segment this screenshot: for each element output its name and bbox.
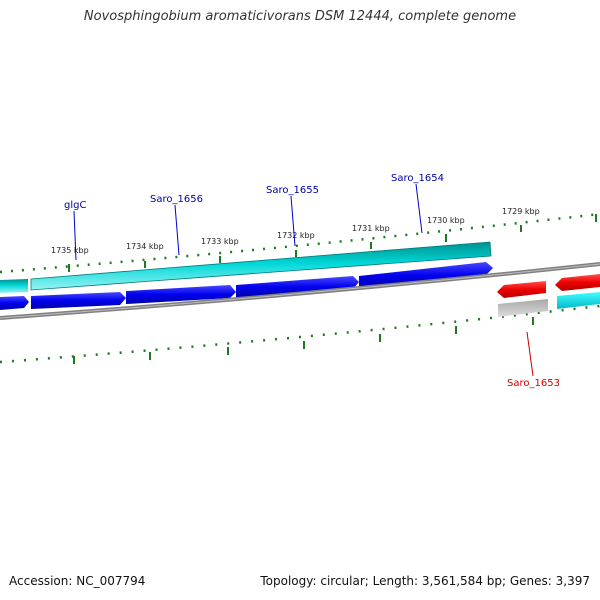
gene-feature[interactable] [498, 299, 548, 317]
outer-tick-ring [0, 212, 600, 274]
gene-labels: glgC Saro_1656 Saro_1655 Saro_1654 Saro_… [64, 173, 560, 389]
map-title: Novosphingobium aromaticivorans DSM 1244… [83, 9, 517, 24]
gene-arrow[interactable] [555, 274, 600, 291]
scale-labels: 1735 kbp 1734 kbp 1733 kbp 1732 kbp 1731… [51, 207, 540, 255]
scale-label: 1731 kbp [352, 224, 390, 233]
scale-label: 1734 kbp [126, 242, 164, 251]
gene-label-saro-1656[interactable]: Saro_1656 [150, 194, 203, 205]
inner-tick-ring [0, 304, 600, 364]
gene-arrow[interactable] [236, 276, 359, 298]
scale-label: 1732 kbp [277, 231, 315, 240]
scale-label: 1733 kbp [201, 237, 239, 246]
forward-gene-track [0, 262, 493, 310]
gene-arrow[interactable] [31, 292, 126, 309]
genome-summary: Topology: circular; Length: 3,561,584 bp… [260, 574, 590, 588]
cds-band [0, 241, 600, 309]
scale-label: 1735 kbp [51, 246, 89, 255]
reverse-gene-track [497, 274, 600, 317]
accession-label: Accession: NC_007794 [9, 574, 146, 588]
gene-label-glgc[interactable]: glgC [64, 200, 86, 211]
gene-arrow[interactable] [0, 296, 29, 310]
gene-label-saro-1653[interactable]: Saro_1653 [507, 378, 560, 389]
gene-label-saro-1655[interactable]: Saro_1655 [266, 185, 319, 196]
gene-arrow[interactable] [126, 285, 236, 304]
scale-label: 1729 kbp [502, 207, 540, 216]
gene-arrow[interactable] [497, 281, 546, 298]
scale-label: 1730 kbp [427, 216, 465, 225]
gene-label-saro-1654[interactable]: Saro_1654 [391, 173, 444, 184]
gene-arrow[interactable] [359, 262, 493, 289]
gene-leaders [73, 183, 534, 377]
